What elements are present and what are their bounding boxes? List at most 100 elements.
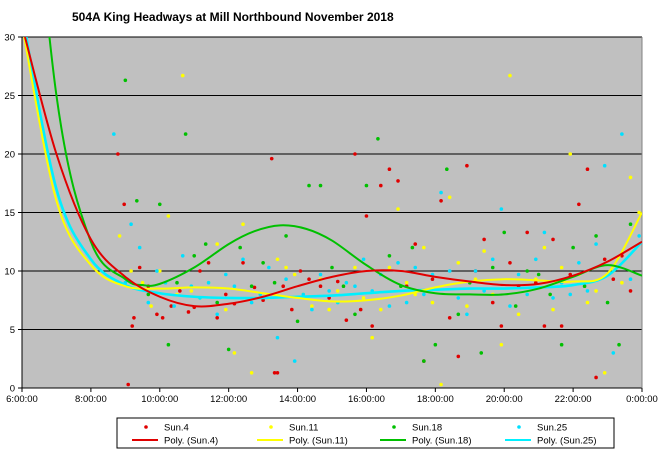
point-sun-11 xyxy=(335,289,340,293)
point-sun-4 xyxy=(198,269,202,273)
point-sun-4 xyxy=(155,312,159,317)
point-sun-4 xyxy=(602,257,607,262)
point-sun-11 xyxy=(456,261,461,265)
point-sun-25 xyxy=(628,277,633,281)
point-sun-4 xyxy=(387,167,392,172)
legend-label-sun-18: Sun.18 xyxy=(412,423,442,434)
trend-lines xyxy=(23,37,642,308)
point-sun-4 xyxy=(611,277,616,281)
x-tick-label: 0:00:00 xyxy=(626,394,658,405)
point-sun-4 xyxy=(261,298,265,303)
point-sun-11 xyxy=(292,272,297,277)
point-sun-18 xyxy=(330,265,334,270)
point-sun-11 xyxy=(166,214,171,218)
point-sun-25 xyxy=(585,289,590,293)
x-axis-ticks: 6:00:00 8:00:00 10:00:00 12:00:00 14:00:00 16… xyxy=(6,394,658,405)
point-sun-11 xyxy=(215,242,219,246)
point-sun-25 xyxy=(422,292,426,297)
trend-poly-sun-18 xyxy=(48,37,642,296)
point-sun-18 xyxy=(502,230,507,235)
point-sun-25 xyxy=(465,312,469,317)
point-sun-11 xyxy=(551,307,555,312)
point-sun-25 xyxy=(396,261,400,265)
point-sun-25 xyxy=(456,296,461,300)
point-sun-18 xyxy=(456,312,461,317)
x-tick-label: 18:00:00 xyxy=(417,394,454,405)
x-tick-label: 20:00:00 xyxy=(486,394,523,405)
point-sun-4 xyxy=(499,324,504,328)
point-sun-4 xyxy=(465,163,469,168)
point-sun-4 xyxy=(223,292,228,297)
y-tick-label: 15 xyxy=(4,208,15,219)
point-sun-4 xyxy=(396,179,400,183)
point-sun-25 xyxy=(112,132,116,136)
point-sun-4 xyxy=(447,316,452,320)
point-sun-18 xyxy=(422,359,426,363)
point-sun-11 xyxy=(404,280,409,285)
legend-swatch-sun-18 xyxy=(392,425,396,429)
point-sun-11 xyxy=(275,257,280,262)
y-tick-label: 20 xyxy=(4,150,15,161)
point-sun-4 xyxy=(186,310,191,314)
point-sun-11 xyxy=(620,280,624,285)
point-sun-18 xyxy=(157,202,162,207)
point-sun-11 xyxy=(594,289,598,293)
point-sun-11 xyxy=(149,304,153,308)
gridlines xyxy=(22,36,642,330)
point-sun-25 xyxy=(413,265,418,270)
point-sun-4 xyxy=(490,300,495,305)
point-sun-4 xyxy=(525,230,529,235)
point-sun-4 xyxy=(252,285,257,290)
point-sun-4 xyxy=(353,152,357,156)
point-sun-4 xyxy=(585,167,590,172)
point-sun-18 xyxy=(123,78,128,83)
point-sun-18 xyxy=(445,167,449,172)
legend-label-poly-sun-25: Poly. (Sun.25) xyxy=(537,436,597,447)
point-sun-4 xyxy=(559,324,564,328)
point-sun-18 xyxy=(261,261,265,265)
point-sun-18 xyxy=(594,234,598,238)
point-sun-4 xyxy=(241,261,245,265)
point-sun-11 xyxy=(465,304,469,308)
point-sun-18 xyxy=(433,342,438,347)
point-sun-11 xyxy=(327,307,331,312)
point-sun-18 xyxy=(272,280,277,285)
chart-title: 504A King Headways at Mill Northbound No… xyxy=(72,10,394,24)
legend-swatch-sun-25 xyxy=(517,425,521,429)
point-sun-11 xyxy=(602,370,607,375)
point-sun-4 xyxy=(275,370,280,375)
point-sun-4 xyxy=(132,316,136,320)
point-sun-18 xyxy=(525,269,529,273)
point-sun-18 xyxy=(376,136,380,141)
point-sun-25 xyxy=(223,272,228,277)
y-tick-label: 30 xyxy=(4,33,15,44)
point-sun-4 xyxy=(269,156,274,161)
x-tick-label: 22:00:00 xyxy=(555,394,592,405)
point-sun-25 xyxy=(447,269,452,273)
point-sun-4 xyxy=(344,318,349,322)
point-sun-4 xyxy=(318,284,323,289)
point-sun-11 xyxy=(189,289,194,293)
point-sun-11 xyxy=(223,307,228,312)
point-sun-18 xyxy=(387,253,392,258)
point-sun-11 xyxy=(241,222,245,226)
point-sun-25 xyxy=(602,163,607,168)
point-sun-25 xyxy=(275,335,280,340)
trend-poly-sun-11 xyxy=(23,37,642,303)
x-tick-label: 16:00:00 xyxy=(348,394,385,405)
point-sun-4 xyxy=(628,289,633,293)
point-sun-18 xyxy=(605,300,610,305)
y-axis-ticks: 0 5 10 15 20 25 30 xyxy=(4,33,15,395)
point-sun-4 xyxy=(122,202,126,207)
point-sun-11 xyxy=(637,210,641,215)
point-sun-4 xyxy=(378,183,383,188)
point-sun-18 xyxy=(284,234,288,238)
point-sun-25 xyxy=(499,207,504,211)
point-sun-25 xyxy=(620,132,624,136)
point-sun-25 xyxy=(249,300,254,305)
point-sun-4 xyxy=(116,152,120,156)
point-sun-11 xyxy=(508,73,512,78)
point-sun-4 xyxy=(364,214,369,218)
point-sun-4 xyxy=(281,284,286,289)
point-sun-11 xyxy=(117,234,122,238)
